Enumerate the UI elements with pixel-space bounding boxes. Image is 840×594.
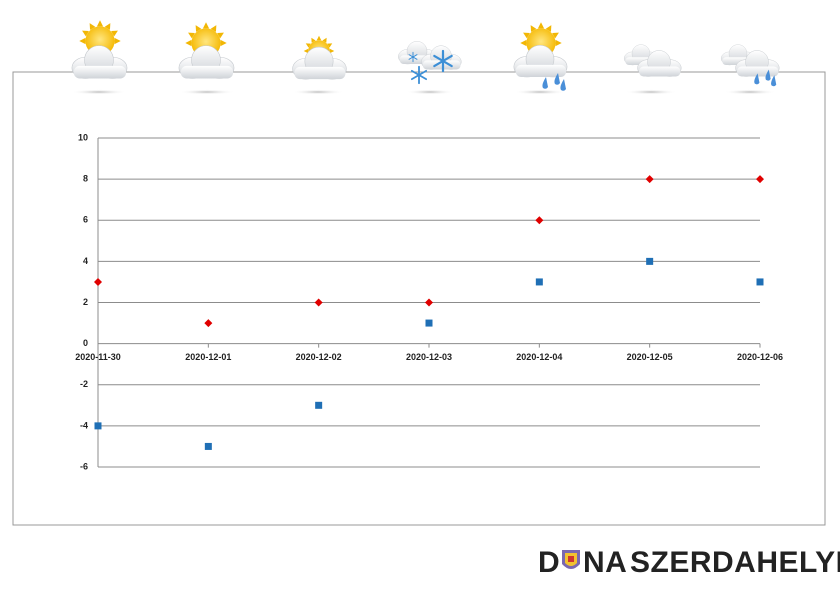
y-tick-label: -6 [80,461,88,471]
y-tick-label: 10 [78,132,88,142]
point [314,298,323,307]
x-tick-label: 2020-12-02 [296,352,342,362]
point [204,442,212,450]
y-tick-label: 0 [83,338,88,348]
x-tick-label: 2020-12-06 [737,352,783,362]
x-tick-label: 2020-12-04 [516,352,562,362]
point [535,278,543,286]
point [425,298,433,307]
y-tick-label: 8 [83,174,88,184]
x-tick-label: 2020-12-03 [406,352,452,362]
logo-text: NA [583,546,627,579]
y-tick-label: 2 [83,297,88,307]
logo: D NA SZERDAHELYI [538,546,840,579]
logo-text: SZERDAHELYI [630,546,840,579]
logo-icon [562,550,580,569]
chart-frame [12,71,826,526]
point [94,422,102,430]
point [645,175,654,184]
point [204,319,213,328]
y-tick-label: -2 [80,379,88,389]
point [315,401,323,409]
x-tick-label: 2020-12-05 [627,352,673,362]
point [425,319,433,327]
weather-icons [71,20,780,95]
y-tick-label: 6 [83,215,88,225]
logo-text: D [538,546,560,579]
point [756,175,764,184]
point [535,216,544,225]
point [756,278,764,286]
y-tick-label: -4 [80,420,88,430]
point [94,277,102,286]
y-tick-label: 4 [83,256,88,266]
point [646,257,654,265]
x-tick-label: 2020-12-01 [185,352,231,362]
x-tick-label: 2020-11-30 [75,352,121,362]
